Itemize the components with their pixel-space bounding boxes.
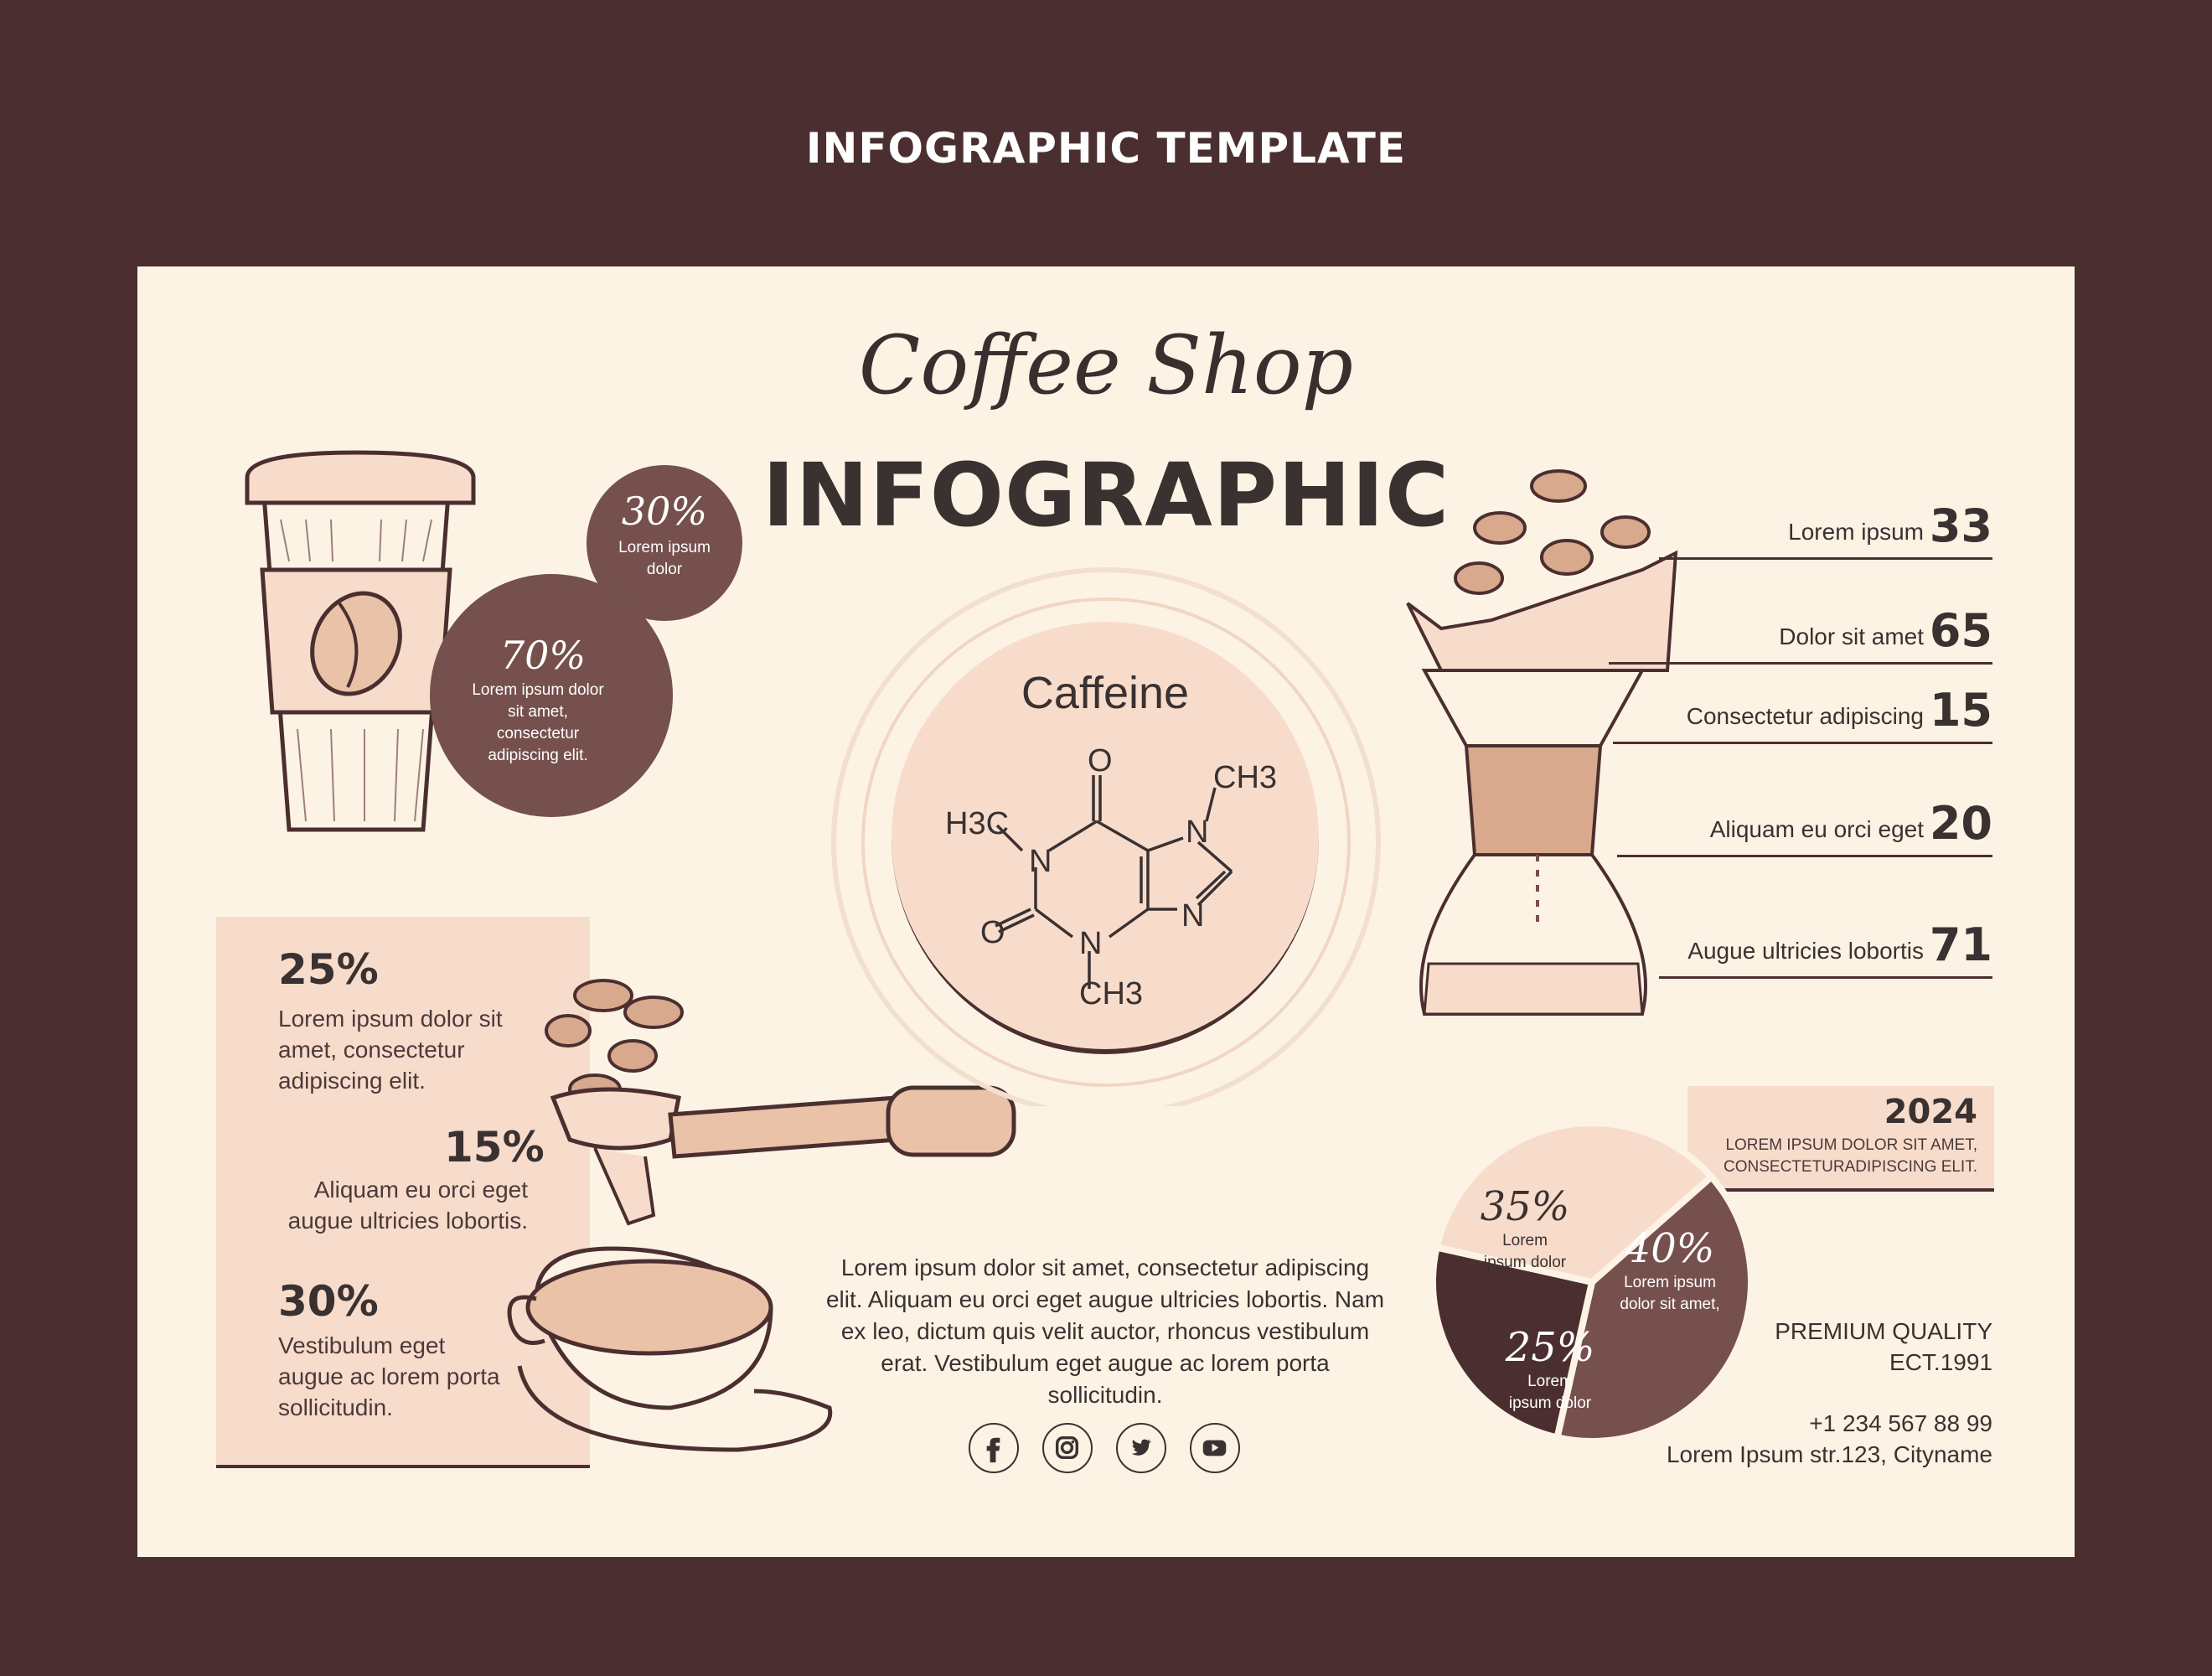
atom-label: H3C xyxy=(945,806,1009,841)
pie-label-40: 40% Lorem ipsum dolor sit amet, xyxy=(1607,1225,1733,1316)
pie-chart xyxy=(1429,1120,1755,1445)
atom-label: N xyxy=(1079,926,1102,961)
stat-circle-value: 30% xyxy=(621,489,708,534)
facebook-icon[interactable] xyxy=(969,1423,1019,1473)
caffeine-label: Caffeine xyxy=(1021,668,1190,718)
atom-label: O xyxy=(1088,743,1113,779)
pie-value: 35% xyxy=(1480,1183,1570,1230)
pie-text: Lorem ipsum dolor xyxy=(1483,1232,1567,1271)
list-row: Augue ultricies lobortis 71 xyxy=(1659,918,1992,979)
atom-label: N xyxy=(1181,898,1204,934)
stat-circle-text: Lorem ipsum dolor sit amet, consectetur … xyxy=(472,681,604,764)
phone-text[interactable]: +1 234 567 88 99 xyxy=(1809,1410,1992,1436)
list-label: Augue ultricies lobortis xyxy=(1687,938,1924,964)
pie-label-25: 25% Lorem ipsum dolor xyxy=(1487,1324,1613,1415)
list-value: 65 xyxy=(1929,604,1992,657)
infographic-main-title: INFOGRAPHIC xyxy=(762,444,1450,546)
list-value: 20 xyxy=(1929,797,1992,850)
stat-circle-value: 70% xyxy=(499,633,587,678)
left-stats-panel xyxy=(216,917,590,1468)
instagram-icon[interactable] xyxy=(1042,1423,1093,1473)
pie-label-35: 35% Lorem ipsum dolor xyxy=(1462,1183,1588,1274)
coffee-cup-illustration xyxy=(245,450,476,832)
list-row: Aliquam eu orci eget 20 xyxy=(1617,797,1992,857)
list-value: 15 xyxy=(1929,684,1992,737)
atom-label: N xyxy=(1029,844,1052,879)
template-header: INFOGRAPHIC TEMPLATE xyxy=(805,124,1407,173)
chemex-illustration xyxy=(1406,469,1678,1016)
year-text: LOREM IPSUM DOLOR SIT AMET, CONSECTETURA… xyxy=(1724,1136,1977,1176)
stat-value: 30% xyxy=(278,1277,379,1326)
quality-text: PREMIUM QUALITY xyxy=(1775,1318,1992,1344)
pie-value: 25% xyxy=(1505,1324,1595,1371)
pie-slice-25 xyxy=(1429,1243,1596,1442)
atom-label: O xyxy=(980,915,1005,950)
stat-circle-70: 70% Lorem ipsum dolor sit amet, consecte… xyxy=(430,574,673,817)
atom-label: CH3 xyxy=(1079,976,1143,1011)
atom-label: N xyxy=(1186,815,1208,850)
stat-text: Vestibulum eget augue ac lorem porta sol… xyxy=(278,1332,500,1420)
list-label: Lorem ipsum xyxy=(1788,519,1924,545)
stat-value: 25% xyxy=(278,945,379,994)
pie-text: Lorem ipsum dolor sit amet, xyxy=(1620,1274,1720,1313)
pie-slice-40 xyxy=(1553,1172,1755,1445)
stat-value: 15% xyxy=(444,1123,545,1172)
established-text: ECT.1991 xyxy=(1889,1349,1992,1375)
decorative-rings xyxy=(831,567,1381,1106)
contact-block: +1 234 567 88 99 Lorem Ipsum str.123, Ci… xyxy=(1667,1408,1992,1470)
caffeine-structure-diagram: O N CH3 H3C N O N N CH3 xyxy=(945,743,1277,1011)
youtube-icon[interactable] xyxy=(1190,1423,1240,1473)
list-row: Consectetur adipiscing 15 xyxy=(1613,684,1992,744)
list-label: Consectetur adipiscing xyxy=(1686,703,1924,729)
coffee-shop-script-title: Coffee Shop xyxy=(858,318,1354,412)
body-paragraph: Lorem ipsum dolor sit amet, consectetur … xyxy=(825,1254,1385,1408)
stat-text: Aliquam eu orci eget augue ultricies lob… xyxy=(287,1177,528,1234)
list-row: Lorem ipsum 33 xyxy=(1659,499,1992,560)
pie-value: 40% xyxy=(1625,1225,1715,1272)
year-value: 2024 xyxy=(1884,1093,1977,1131)
pie-slice-35 xyxy=(1432,1120,1717,1286)
premium-quality-block: PREMIUM QUALITY ECT.1991 xyxy=(1775,1316,1992,1378)
pie-text: Lorem ipsum dolor xyxy=(1508,1373,1592,1412)
stat-text: Lorem ipsum dolor sit amet, consectetur … xyxy=(278,1006,503,1094)
stat-circle-text: Lorem ipsum dolor xyxy=(618,539,711,578)
list-value: 33 xyxy=(1929,499,1992,552)
list-label: Dolor sit amet xyxy=(1779,623,1924,649)
caffeine-circle xyxy=(892,622,1319,1054)
list-row: Dolor sit amet 65 xyxy=(1609,604,1992,665)
espresso-illustration xyxy=(507,979,1016,1452)
list-value: 71 xyxy=(1929,918,1992,971)
year-box: 2024 LOREM IPSUM DOLOR SIT AMET, CONSECT… xyxy=(1687,1086,1994,1192)
atom-label: CH3 xyxy=(1213,760,1277,795)
twitter-icon[interactable] xyxy=(1116,1423,1166,1473)
list-label: Aliquam eu orci eget xyxy=(1709,816,1924,842)
address-text: Lorem Ipsum str.123, Cityname xyxy=(1666,1441,1992,1467)
